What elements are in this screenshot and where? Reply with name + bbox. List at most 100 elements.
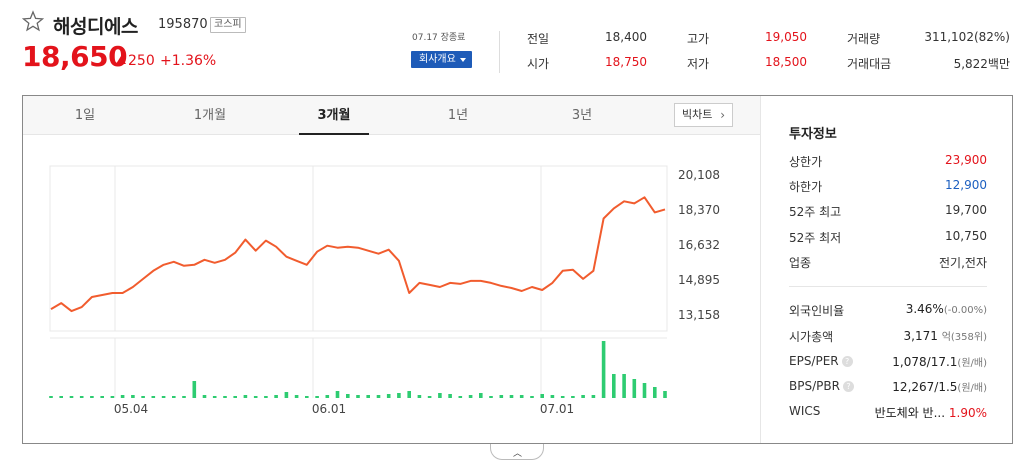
volume-bar (663, 391, 667, 398)
volume-bar (212, 396, 217, 398)
volume-bar (479, 393, 483, 398)
bps-pbr-unit: (원/배) (957, 383, 987, 394)
volume-bar (59, 396, 63, 398)
eps-per-label: EPS/PER (789, 354, 839, 368)
tab-period[interactable]: 1년 (447, 108, 469, 123)
price-plot-frame (49, 165, 668, 332)
volume-bar (427, 396, 432, 398)
volume-bar (294, 395, 299, 398)
info-row-value: 전기,전자 (939, 256, 987, 270)
volume-bar (253, 396, 258, 398)
wics-change: 1.90% (948, 406, 987, 420)
quote-value: 18,750 (605, 55, 647, 69)
volume-bar (284, 392, 289, 398)
volume-bar (540, 394, 544, 398)
volume-bar (182, 396, 186, 398)
volume-bar (141, 396, 145, 398)
volume-bar (376, 395, 381, 398)
volume-bar (622, 374, 626, 398)
info-row-value: 10,750 (945, 229, 987, 243)
volume-bar (161, 396, 166, 398)
wics-value: 반도체와 반... 1.90% (875, 404, 987, 421)
tab-period[interactable]: 3년 (571, 108, 593, 123)
tab-period[interactable]: 1일 (74, 108, 96, 123)
bps-pbr-label: BPS/PBR (789, 379, 840, 393)
investment-info: 투자정보 상한가 23,900 하한가 12,900 52주 최고 19,700 52주 최… (760, 96, 1012, 443)
foreign-ratio-value: 3.46%(-0.00%) (906, 302, 987, 316)
quote-label: 거래대금 (847, 57, 892, 71)
help-icon[interactable]: ? (842, 381, 854, 392)
price-chart[interactable]: 20,108 18,370 16,632 14,895 13,158 05.04 06.01… (23, 136, 760, 443)
volume-bar (274, 395, 278, 398)
bps-pbr-label-wrap: BPS/PBR? (789, 379, 854, 393)
volume-bar (69, 396, 74, 398)
info-divider (789, 286, 987, 287)
info-row-value: 23,900 (945, 153, 987, 167)
chevron-right-icon: › (720, 108, 725, 122)
volume-bar (131, 395, 135, 398)
star-icon[interactable] (22, 10, 44, 32)
tab-period[interactable]: 3개월 (299, 96, 369, 135)
stock-header: 해성디에스 195870 코스피 18,650 250 +1.36% 07.17… (0, 0, 1034, 90)
volume-bar (571, 396, 575, 398)
bigchart-button[interactable]: 빅차트 › (674, 103, 733, 127)
volume-bar (417, 395, 422, 398)
wics-sector[interactable]: 반도체와 반... (874, 406, 946, 420)
eps-per-number: 1,078/17.1 (892, 355, 958, 369)
volume-bar (233, 396, 237, 398)
price-change: 250 (116, 53, 155, 69)
volume-bar (458, 396, 463, 398)
chart-area: 1일 1개월 3개월 1년 3년 빅차트 › 20,108 18,370 16,632 14,8… (23, 96, 760, 443)
volume-bar (315, 396, 319, 398)
tab-period[interactable]: 1개월 (193, 108, 227, 123)
info-row-label: 하한가 (789, 180, 823, 194)
info-row-value: 12,900 (945, 178, 987, 192)
chevron-up-icon: ︿ (513, 449, 523, 459)
quote-value: 18,400 (605, 30, 647, 44)
quote-value: 18,500 (765, 55, 807, 69)
volume-bar (366, 395, 370, 398)
x-tick-label: 05.04 (114, 402, 148, 416)
volume-bar (560, 396, 565, 398)
market-cap-unit: 억(358위) (941, 332, 987, 343)
eps-per-label-wrap: EPS/PER? (789, 354, 853, 368)
volume-bar (642, 383, 647, 398)
volume-bar (151, 396, 156, 398)
info-row: 52주 최저 10,750 (789, 229, 987, 247)
info-row: 업종 전기,전자 (789, 254, 987, 272)
company-overview-button[interactable]: 회사개요 (411, 51, 472, 68)
period-tabs: 1일 1개월 3개월 1년 3년 (23, 96, 760, 135)
quote-value: 5,822백만 (953, 57, 1010, 71)
foreign-ratio-row: 외국인비율 3.46%(-0.00%) (789, 302, 987, 320)
volume-bar (100, 396, 104, 398)
bigchart-label: 빅차트 (682, 108, 713, 121)
market-cap-number: 3,171 (903, 329, 938, 343)
volume-bar (397, 393, 401, 398)
info-row-value: 19,700 (945, 203, 987, 217)
volume-bar (202, 395, 207, 398)
volume-bar (612, 374, 616, 398)
market-badge: 코스피 (210, 17, 246, 33)
eps-per-row: EPS/PER? 1,078/17.1(원/배) (789, 354, 987, 372)
info-row-label: 상한가 (789, 155, 823, 169)
volume-bar (581, 395, 585, 398)
market-cap-row: 시가총액 3,171 억(358위) (789, 328, 987, 346)
quote-label: 시가 (527, 57, 550, 71)
collapse-toggle[interactable]: ︿ (490, 444, 544, 460)
stock-code: 195870 (158, 17, 208, 32)
market-cap-label: 시가총액 (789, 330, 834, 344)
volume-bar (601, 341, 606, 398)
y-tick-label: 20,108 (678, 168, 720, 182)
y-tick-label: 14,895 (678, 273, 720, 287)
volume-bar (653, 387, 657, 398)
help-icon[interactable]: ? (841, 356, 853, 367)
foreign-ratio-label: 외국인비율 (789, 304, 845, 318)
volume-bar (499, 395, 504, 398)
company-overview-label: 회사개요 (419, 54, 456, 65)
volume-bar (468, 395, 473, 398)
volume-bar (448, 394, 452, 398)
volume-bar (489, 396, 493, 398)
market-cap-value: 3,171 억(358위) (904, 328, 987, 343)
volume-bar (325, 395, 330, 398)
info-row-label: 업종 (789, 256, 812, 270)
